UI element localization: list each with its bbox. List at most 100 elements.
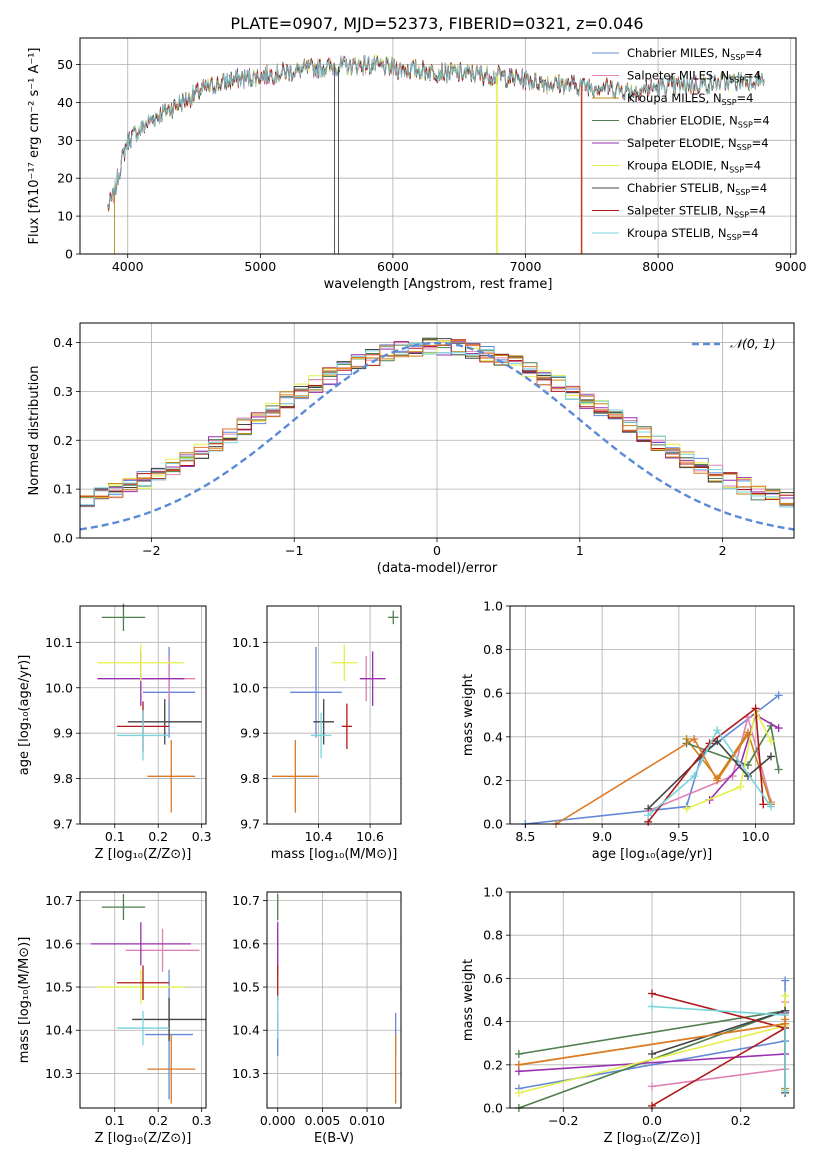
weight-vs-Z-xlabel: Z [log₁₀(Z/Z⊙)] (604, 1131, 701, 1146)
residuals-ytick-label: 0.1 (53, 482, 73, 497)
mass-vs-Z-point (132, 997, 206, 1042)
spectrum-legend-label: Chabrier STELIB, NSSP=4 (627, 181, 767, 197)
age-vs-mass-ytick-label: 10.0 (232, 680, 260, 695)
weight-vs-age-marker (690, 734, 699, 743)
mass-vs-Z-ytick-label: 10.7 (45, 893, 73, 908)
mass-vs-Z-point (97, 969, 185, 1005)
weight-vs-age-marker (713, 776, 722, 785)
age-vs-mass-xtick-label: 10.4 (305, 829, 333, 844)
weight-vs-age-ylabel: mass weight (461, 674, 476, 756)
spectrum-xtick-label: 7000 (510, 259, 542, 274)
weight-vs-Z-ytick-label: 0.8 (483, 928, 503, 943)
mass-vs-Z-xtick-label: 0.3 (192, 1113, 212, 1128)
weight-vs-age-series-7 (647, 706, 765, 823)
mass-vs-EBV-xtick-label: 0.010 (349, 1113, 385, 1128)
weight-vs-Z-marker (514, 1050, 523, 1058)
weight-vs-age-marker (644, 811, 653, 820)
spectrum-legend-label: Kroupa STELIB, NSSP=4 (627, 226, 758, 242)
spectrum-legend-label: Chabrier ELODIE, NSSP=4 (627, 114, 770, 130)
spectrum-ytick-label: 10 (57, 209, 73, 224)
weight-vs-age-ytick-label: 1.0 (483, 599, 503, 614)
age-vs-Z-ytick-label: 10.1 (45, 635, 73, 650)
spectrum-xtick-label: 9000 (775, 259, 807, 274)
residuals-ytick-label: 0.0 (53, 531, 73, 546)
weight-vs-age-marker (743, 730, 752, 739)
age-vs-mass-xtick-label: 10.6 (356, 829, 384, 844)
spectrum-legend-label: Salpeter MILES, NSSP=4 (627, 69, 761, 85)
weight-vs-Z-xtick-label: 0.2 (731, 1113, 751, 1128)
spectrum-legend: Chabrier MILES, NSSP=4 Salpeter MILES, NS… (592, 46, 770, 242)
age-vs-mass-ytick-label: 9.8 (240, 771, 260, 786)
residuals-xtick-label: 2 (719, 543, 727, 558)
age-vs-Z-xtick-label: 0.3 (192, 829, 212, 844)
age-vs-mass-point (341, 703, 353, 750)
weight-vs-age-series-5 (686, 708, 772, 810)
weight-vs-age-series-8 (647, 728, 772, 816)
mass-vs-Z-xlabel: Z [log₁₀(Z/Z⊙)] (95, 1131, 192, 1146)
age-vs-mass-point (313, 699, 334, 745)
weight-vs-age-series-4 (708, 713, 779, 801)
age-vs-Z-xlabel: Z [log₁₀(Z/Z⊙)] (95, 847, 192, 862)
mass-vs-Z-frame (79, 891, 207, 1109)
weight-vs-age-marker (690, 772, 699, 781)
age-vs-mass-point (388, 610, 399, 625)
age-vs-Z-ytick-label: 9.8 (53, 771, 73, 786)
mass-vs-Z-xtick-label: 0.2 (148, 1113, 168, 1128)
age-vs-mass-ytick-label: 9.9 (240, 726, 260, 741)
age-vs-Z-frame (79, 605, 207, 825)
weight-vs-age-xtick-label: 8.5 (515, 829, 535, 844)
spectrum-xtick-label: 5000 (244, 259, 276, 274)
mass-vs-EBV-ytick-label: 10.6 (232, 936, 260, 951)
mass-vs-Z-ytick-label: 10.3 (45, 1066, 73, 1081)
weight-vs-Z-ytick-label: 0.6 (483, 971, 503, 986)
spectrum-legend-label: Salpeter ELODIE, NSSP=4 (627, 136, 769, 152)
weight-vs-Z-marker (781, 1015, 790, 1024)
weight-vs-Z-xtick-label: 0.0 (642, 1113, 662, 1128)
weight-vs-Z-marker (514, 1088, 523, 1097)
weight-vs-Z-xtick-label: −0.2 (548, 1113, 578, 1128)
weight-vs-age-marker (682, 804, 691, 813)
weight-vs-age-marker (736, 782, 745, 791)
weight-vs-Z-marker (781, 976, 790, 985)
mass-vs-Z-point (116, 1010, 170, 1046)
residuals-ytick-label: 0.3 (53, 384, 73, 399)
mass-vs-EBV-frame (266, 891, 402, 1109)
residual-legend-label: 𝒩(0, 1) (730, 336, 776, 351)
spectrum-ytick-label: 0 (65, 247, 73, 262)
spectrum-xtick-label: 8000 (642, 259, 674, 274)
mass-vs-Z-point (90, 922, 191, 966)
residuals-xtick-label: 0 (433, 543, 441, 558)
spectrum-xtick-label: 6000 (377, 259, 409, 274)
residuals-ytick-label: 0.4 (53, 335, 73, 350)
residuals-xtick-label: −1 (285, 543, 303, 558)
weight-vs-age-marker (774, 724, 783, 733)
spectrum-ytick-label: 30 (57, 133, 73, 148)
age-vs-Z-ylabel: age [log₁₀(age/yr)] (17, 655, 32, 776)
spectrum-legend-label: Chabrier MILES, NSSP=4 (627, 46, 762, 62)
weight-vs-age-marker (751, 704, 760, 713)
age-vs-mass-point (272, 739, 319, 813)
mass-vs-Z-xtick-label: 0.1 (105, 1113, 125, 1128)
spectrum-legend-label: Salpeter STELIB, NSSP=4 (627, 204, 766, 220)
weight-vs-age-xtick-label: 9.0 (592, 829, 612, 844)
age-vs-mass-ytick-label: 10.1 (232, 635, 260, 650)
weight-vs-age-marker (774, 691, 783, 700)
weight-vs-Z-marker (648, 1002, 656, 1011)
weight-vs-age-ytick-label: 0.0 (483, 817, 503, 832)
age-vs-Z-xtick-label: 0.2 (148, 829, 168, 844)
age-vs-mass-xlabel: mass [log₁₀(M/M⊙)] (271, 847, 398, 862)
weight-vs-age-ytick-label: 0.2 (483, 773, 503, 788)
weight-vs-age-xtick-label: 10.0 (742, 829, 770, 844)
age-vs-Z-ytick-label: 9.9 (53, 726, 73, 741)
age-vs-Z-point (116, 710, 170, 761)
age-vs-Z-ytick-label: 10.0 (45, 680, 73, 695)
weight-vs-age-xtick-label: 9.5 (669, 829, 689, 844)
mass-vs-EBV-xlabel: E(B-V) (314, 1131, 354, 1146)
spectrum-ylabel: Flux [fλ10⁻¹⁷ erg cm⁻² s⁻¹ A⁻¹] (27, 48, 42, 245)
spectrum-xlabel: wavelength [Angstrom, rest frame] (324, 277, 553, 292)
age-vs-mass-frame (266, 605, 402, 825)
weight-vs-age-marker (766, 752, 775, 761)
age-vs-Z-point (127, 699, 202, 745)
mass-vs-Z-ylabel: mass [log₁₀(M/M⊙)] (17, 937, 32, 1064)
